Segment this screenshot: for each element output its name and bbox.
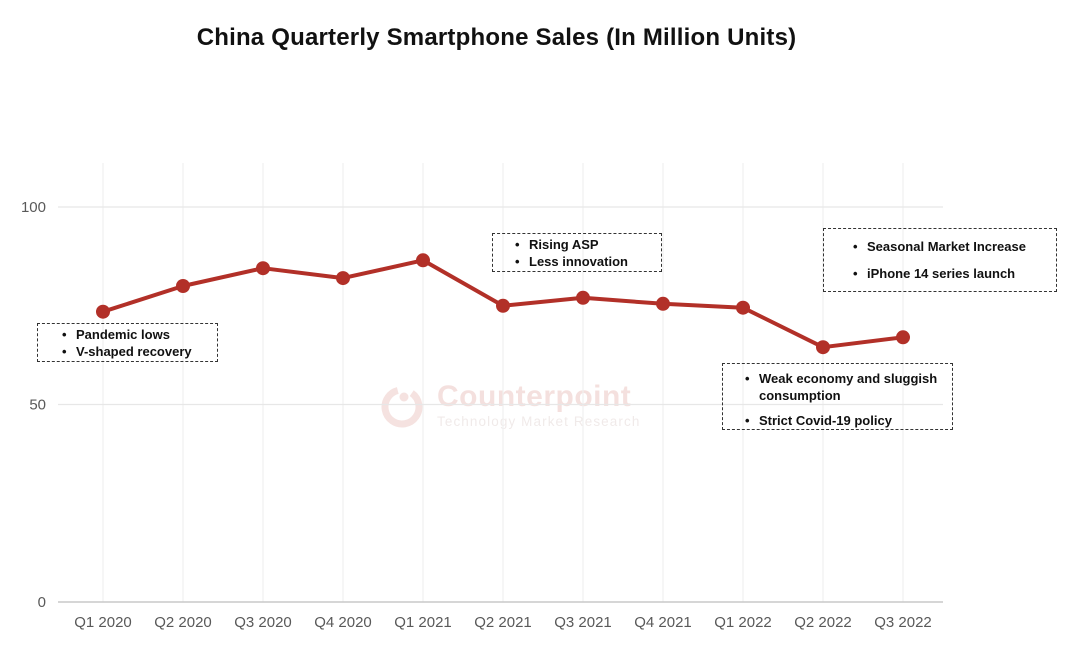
annotation-line: Less innovation (513, 253, 657, 270)
y-tick-label: 50 (29, 397, 46, 414)
data-point-marker (656, 296, 670, 311)
data-point-marker (96, 304, 110, 319)
annotation-line: Weak economy and sluggish consumption (743, 370, 944, 404)
x-tick-label: Q1 2021 (394, 614, 452, 631)
x-tick-label: Q2 2020 (154, 614, 212, 631)
x-tick-label: Q4 2021 (634, 614, 692, 631)
annotation-line: Rising ASP (513, 236, 657, 253)
chart-title: China Quarterly Smartphone Sales (In Mil… (196, 24, 797, 51)
data-point-marker (816, 340, 830, 355)
watermark-tagline: Technology Market Research (437, 414, 641, 429)
data-point-marker (896, 330, 910, 345)
data-point-marker (736, 300, 750, 315)
x-tick-label: Q3 2022 (874, 614, 932, 631)
annotation-seasonal-increase: Seasonal Market Increase iPhone 14 serie… (823, 228, 1057, 292)
data-point-marker (176, 279, 190, 293)
data-point-marker (336, 271, 350, 286)
data-point-marker (496, 298, 510, 313)
annotation-weak-economy: Weak economy and sluggish consumption St… (722, 363, 953, 430)
data-point-marker (576, 290, 590, 305)
x-tick-label: Q4 2020 (314, 614, 372, 631)
counterpoint-logo-icon (381, 386, 423, 427)
annotation-list: Weak economy and sluggish consumption St… (743, 370, 944, 429)
annotation-line: V-shaped recovery (60, 343, 213, 360)
x-tick-label: Q1 2022 (714, 614, 772, 631)
watermark-brand: Counterpoint (437, 380, 632, 413)
x-tick-label: Q1 2020 (74, 614, 132, 631)
annotation-line: Strict Covid-19 policy (743, 412, 944, 429)
annotation-line: iPhone 14 series launch (851, 265, 1052, 282)
x-tick-label: Q3 2020 (234, 614, 292, 631)
annotation-line: Pandemic lows (60, 326, 213, 343)
annotation-rising-asp: Rising ASP Less innovation (492, 233, 662, 272)
x-tick-label: Q2 2022 (794, 614, 852, 631)
watermark-text: Counterpoint Technology Market Research (437, 380, 641, 430)
annotation-line: Seasonal Market Increase (851, 238, 1052, 255)
x-tick-label: Q3 2021 (554, 614, 612, 631)
data-point-marker (256, 261, 270, 276)
x-tick-label: Q2 2021 (474, 614, 532, 631)
annotation-list: Seasonal Market Increase iPhone 14 serie… (851, 238, 1052, 282)
y-tick-label: 0 (38, 594, 46, 611)
watermark: Counterpoint Technology Market Research (379, 382, 640, 429)
annotation-list: Rising ASP Less innovation (513, 236, 657, 270)
data-point-marker (416, 253, 430, 268)
annotation-list: Pandemic lows V-shaped recovery (60, 326, 213, 360)
y-tick-label: 100 (21, 199, 46, 216)
annotation-pandemic-lows: Pandemic lows V-shaped recovery (37, 323, 218, 362)
